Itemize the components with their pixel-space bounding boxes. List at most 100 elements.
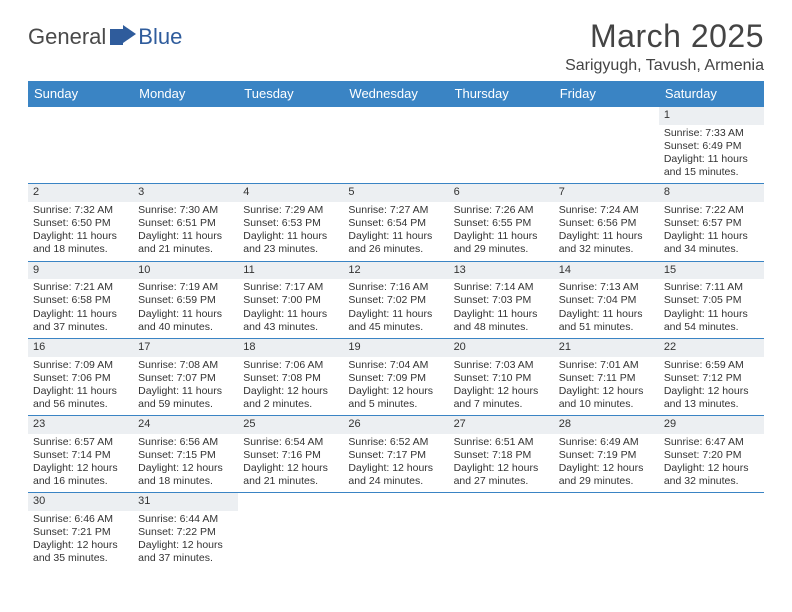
sunrise-line: Sunrise: 7:17 AM — [243, 281, 338, 294]
calendar-row: 1 Sunrise: 7:33 AMSunset: 6:49 PMDaylight… — [28, 107, 764, 184]
calendar-cell: 24Sunrise: 6:56 AMSunset: 7:15 PMDayligh… — [133, 416, 238, 493]
daylight-line: Daylight: 11 hours and 18 minutes. — [33, 230, 128, 256]
location-text: Sarigyugh, Tavush, Armenia — [565, 57, 764, 75]
calendar-cell: 27Sunrise: 6:51 AMSunset: 7:18 PMDayligh… — [449, 416, 554, 493]
sunrise-line: Sunrise: 7:08 AM — [138, 359, 233, 372]
day-number: 11 — [238, 262, 343, 280]
sunset-line: Sunset: 6:55 PM — [454, 217, 549, 230]
daylight-line: Daylight: 11 hours and 29 minutes. — [454, 230, 549, 256]
daylight-line: Daylight: 12 hours and 32 minutes. — [664, 462, 759, 488]
sunrise-line: Sunrise: 6:56 AM — [138, 436, 233, 449]
title-block: March 2025 Sarigyugh, Tavush, Armenia — [565, 18, 764, 75]
calendar-row: 2Sunrise: 7:32 AMSunset: 6:50 PMDaylight… — [28, 184, 764, 261]
sunrise-line: Sunrise: 7:03 AM — [454, 359, 549, 372]
day-number: 6 — [449, 184, 554, 202]
daylight-line: Daylight: 12 hours and 35 minutes. — [33, 539, 128, 565]
daylight-line: Daylight: 11 hours and 51 minutes. — [559, 308, 654, 334]
day-number: 14 — [554, 262, 659, 280]
calendar-cell: 19Sunrise: 7:04 AMSunset: 7:09 PMDayligh… — [343, 338, 448, 415]
logo-flag-icon — [110, 25, 136, 50]
day-number: 29 — [659, 416, 764, 434]
day-number: 15 — [659, 262, 764, 280]
daylight-line: Daylight: 12 hours and 27 minutes. — [454, 462, 549, 488]
weekday-header: Thursday — [449, 81, 554, 107]
daylight-line: Daylight: 11 hours and 40 minutes. — [138, 308, 233, 334]
daylight-line: Daylight: 12 hours and 10 minutes. — [559, 385, 654, 411]
day-number: 28 — [554, 416, 659, 434]
logo: General Blue — [28, 24, 182, 50]
day-number: 23 — [28, 416, 133, 434]
sunrise-line: Sunrise: 7:21 AM — [33, 281, 128, 294]
calendar-cell: 25Sunrise: 6:54 AMSunset: 7:16 PMDayligh… — [238, 416, 343, 493]
sunrise-line: Sunrise: 6:52 AM — [348, 436, 443, 449]
sunset-line: Sunset: 7:09 PM — [348, 372, 443, 385]
daylight-line: Daylight: 11 hours and 43 minutes. — [243, 308, 338, 334]
calendar-cell: 5Sunrise: 7:27 AMSunset: 6:54 PMDaylight… — [343, 184, 448, 261]
calendar-cell: 20Sunrise: 7:03 AMSunset: 7:10 PMDayligh… — [449, 338, 554, 415]
calendar-row: 23Sunrise: 6:57 AMSunset: 7:14 PMDayligh… — [28, 416, 764, 493]
sunrise-line: Sunrise: 7:24 AM — [559, 204, 654, 217]
daylight-line: Daylight: 11 hours and 34 minutes. — [664, 230, 759, 256]
sunset-line: Sunset: 7:08 PM — [243, 372, 338, 385]
calendar-cell — [449, 107, 554, 184]
logo-text-blue: Blue — [138, 24, 182, 50]
day-number: 1 — [659, 107, 764, 125]
weekday-header: Wednesday — [343, 81, 448, 107]
sunrise-line: Sunrise: 7:22 AM — [664, 204, 759, 217]
daylight-line: Daylight: 11 hours and 15 minutes. — [664, 153, 759, 179]
sunrise-line: Sunrise: 7:33 AM — [664, 127, 759, 140]
calendar-row: 30Sunrise: 6:46 AMSunset: 7:21 PMDayligh… — [28, 493, 764, 570]
sunrise-line: Sunrise: 7:11 AM — [664, 281, 759, 294]
calendar-cell: 3Sunrise: 7:30 AMSunset: 6:51 PMDaylight… — [133, 184, 238, 261]
daylight-line: Daylight: 11 hours and 59 minutes. — [138, 385, 233, 411]
sunrise-line: Sunrise: 7:29 AM — [243, 204, 338, 217]
sunset-line: Sunset: 7:15 PM — [138, 449, 233, 462]
sunrise-line: Sunrise: 7:01 AM — [559, 359, 654, 372]
sunset-line: Sunset: 6:50 PM — [33, 217, 128, 230]
day-number: 13 — [449, 262, 554, 280]
sunrise-line: Sunrise: 7:30 AM — [138, 204, 233, 217]
day-number: 20 — [449, 339, 554, 357]
day-number: 9 — [28, 262, 133, 280]
daylight-line: Daylight: 12 hours and 24 minutes. — [348, 462, 443, 488]
sunset-line: Sunset: 7:17 PM — [348, 449, 443, 462]
day-number: 10 — [133, 262, 238, 280]
weekday-header-row: SundayMondayTuesdayWednesdayThursdayFrid… — [28, 81, 764, 107]
sunset-line: Sunset: 7:16 PM — [243, 449, 338, 462]
day-number: 2 — [28, 184, 133, 202]
calendar-cell: 17Sunrise: 7:08 AMSunset: 7:07 PMDayligh… — [133, 338, 238, 415]
sunset-line: Sunset: 6:56 PM — [559, 217, 654, 230]
sunset-line: Sunset: 7:10 PM — [454, 372, 549, 385]
daylight-line: Daylight: 11 hours and 54 minutes. — [664, 308, 759, 334]
calendar-cell: 28Sunrise: 6:49 AMSunset: 7:19 PMDayligh… — [554, 416, 659, 493]
sunrise-line: Sunrise: 7:26 AM — [454, 204, 549, 217]
sunset-line: Sunset: 7:06 PM — [33, 372, 128, 385]
calendar-cell: 10Sunrise: 7:19 AMSunset: 6:59 PMDayligh… — [133, 261, 238, 338]
calendar-body: 1Sunrise: 7:33 AMSunset: 6:49 PMDaylight… — [28, 107, 764, 570]
calendar-cell — [449, 493, 554, 570]
calendar-cell: 16Sunrise: 7:09 AMSunset: 7:06 PMDayligh… — [28, 338, 133, 415]
sunset-line: Sunset: 6:58 PM — [33, 294, 128, 307]
sunset-line: Sunset: 6:49 PM — [664, 140, 759, 153]
daylight-line: Daylight: 11 hours and 37 minutes. — [33, 308, 128, 334]
day-number: 27 — [449, 416, 554, 434]
calendar-row: 16Sunrise: 7:09 AMSunset: 7:06 PMDayligh… — [28, 338, 764, 415]
day-number: 24 — [133, 416, 238, 434]
daylight-line: Daylight: 12 hours and 16 minutes. — [33, 462, 128, 488]
sunrise-line: Sunrise: 7:13 AM — [559, 281, 654, 294]
calendar-cell: 31Sunrise: 6:44 AMSunset: 7:22 PMDayligh… — [133, 493, 238, 570]
day-number: 21 — [554, 339, 659, 357]
sunset-line: Sunset: 7:20 PM — [664, 449, 759, 462]
calendar-cell — [343, 493, 448, 570]
daylight-line: Daylight: 12 hours and 2 minutes. — [243, 385, 338, 411]
sunset-line: Sunset: 7:22 PM — [138, 526, 233, 539]
sunrise-line: Sunrise: 7:32 AM — [33, 204, 128, 217]
calendar-cell: 2 Sunrise: 7:32 AMSunset: 6:50 PMDaylight… — [28, 184, 133, 261]
daylight-line: Daylight: 11 hours and 26 minutes. — [348, 230, 443, 256]
calendar-cell: 6 Sunrise: 7:26 AMSunset: 6:55 PMDaylight… — [449, 184, 554, 261]
sunset-line: Sunset: 7:14 PM — [33, 449, 128, 462]
calendar-cell: 9Sunrise: 7:21 AMSunset: 6:58 PMDaylight… — [28, 261, 133, 338]
calendar-cell: 13Sunrise: 7:14 AMSunset: 7:03 PMDayligh… — [449, 261, 554, 338]
daylight-line: Daylight: 11 hours and 23 minutes. — [243, 230, 338, 256]
weekday-header: Friday — [554, 81, 659, 107]
